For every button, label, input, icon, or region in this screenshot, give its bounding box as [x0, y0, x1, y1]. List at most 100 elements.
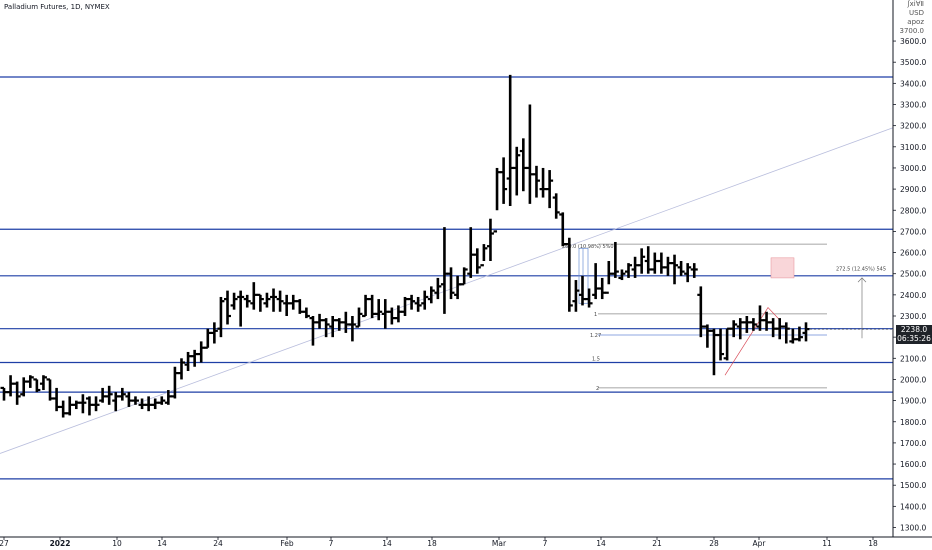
ohlc-bar [26, 375, 34, 388]
ohlc-bar [316, 313, 324, 329]
ohlc-bar [631, 256, 639, 278]
ohlc-bar [39, 375, 47, 391]
ohlc-bar [743, 316, 751, 333]
ohlc-bar [421, 290, 429, 310]
bar-countdown: 06:35:26 [897, 334, 931, 343]
ohlc-bar [611, 241, 619, 278]
ohlc-bar [506, 74, 514, 207]
ohlc-bar [118, 387, 126, 401]
ohlc-bar [283, 294, 291, 316]
ohlc-bar [237, 290, 245, 327]
time-tick-label: 18 [868, 539, 878, 548]
ohlc-bar [0, 386, 8, 401]
ohlc-bar [736, 318, 744, 340]
ohlc-bar [532, 165, 540, 198]
horizontal-levels [0, 76, 893, 480]
time-tick-label: 14 [596, 539, 606, 548]
price-tick-label: 2500.0 [900, 270, 926, 279]
ohlc-bar [546, 170, 554, 209]
ohlc-bar [559, 212, 567, 247]
time-tick-label: Feb [280, 539, 294, 548]
ohlc-bar [99, 387, 107, 403]
ohlc-bar [164, 390, 172, 405]
corner-line-2: USD [909, 9, 924, 17]
axis-corner-labels[interactable]: ʃxi∀Ⅱ USD apoz 3700.0 [900, 0, 925, 36]
ohlc-bar [289, 294, 297, 310]
ohlc-bar [7, 375, 15, 397]
ohlc-bar [112, 392, 120, 412]
ohlc-bar [592, 263, 600, 300]
ohlc-bar [309, 316, 317, 346]
ohlc-bar [730, 320, 738, 338]
ohlc-bar [250, 282, 258, 310]
ohlc-bar [33, 378, 41, 393]
ohlc-bar [263, 292, 271, 308]
ohlc-bar [625, 263, 633, 278]
ohlc-bar [243, 294, 251, 308]
ohlc-bar [92, 396, 100, 412]
ohlc-bar [256, 293, 264, 312]
price-tick-label: 2100.0 [900, 354, 926, 363]
price-tick-label: 1300.0 [900, 524, 926, 533]
price-tick-label: 3000.0 [900, 164, 926, 173]
ohlc-bar [723, 327, 731, 361]
price-tick-label: 3400.0 [900, 79, 926, 88]
ohlc-bar [171, 366, 179, 399]
corner-line-1: ʃxi∀Ⅱ [907, 0, 924, 8]
price-tick-label: 3500.0 [900, 58, 926, 67]
ohlc-bar [414, 296, 422, 312]
ohlc-bar [651, 252, 659, 274]
ohlc-bar [276, 290, 284, 312]
ohlc-bar [776, 318, 784, 340]
last-price-tag: 2238.0 06:35:26 [896, 325, 932, 344]
price-tick-label: 1500.0 [900, 481, 926, 490]
ohlc-bar [565, 237, 573, 312]
ohlc-bar [749, 318, 757, 331]
ohlc-bar [230, 292, 238, 310]
fib-label-15: 1.5 [592, 356, 600, 362]
ohlc-bar [177, 358, 185, 380]
ohlc-bar [348, 316, 356, 342]
ohlc-bar [362, 294, 370, 318]
ohlc-bar [20, 377, 28, 397]
ohlc-bar [184, 351, 192, 371]
price-tick-label: 3300.0 [900, 101, 926, 110]
ohlc-bar [46, 378, 54, 401]
ohlc-bar [703, 324, 711, 348]
ohlc-bar [79, 394, 87, 414]
price-tick-label: 2600.0 [900, 249, 926, 258]
time-axis: 27 2022 10 14 24 Feb 7 14 18 Mar 7 14 21 28 Apr 11 18 [0, 536, 932, 548]
ohlc-bar [697, 286, 705, 338]
ohlc-bar [467, 227, 475, 278]
ohlc-bar [151, 398, 159, 410]
price-tick-label: 1700.0 [900, 439, 926, 448]
ohlc-bar [329, 316, 337, 338]
ohlc-bar [368, 294, 376, 319]
ohlc-bar [66, 396, 74, 416]
ohlc-bar [664, 256, 672, 276]
ohlc-bar [158, 396, 166, 405]
ohlc-bar [690, 263, 698, 278]
ohlc-bar [131, 396, 139, 405]
ohlc-bar [769, 318, 777, 338]
ohlc-bar [578, 275, 586, 306]
last-price: 2238.0 [900, 325, 928, 334]
price-tick-label: 3100.0 [900, 143, 926, 152]
ohlc-bar [322, 318, 330, 338]
fib-label-127: 1.27 [590, 333, 601, 339]
ohlc-bar [138, 398, 146, 410]
ohlc-bar [224, 290, 232, 325]
price-tick-label: 1600.0 [900, 460, 926, 469]
ohlc-bar [85, 396, 93, 416]
ohlc-bar [59, 400, 67, 418]
fib-label-1: 1 [594, 312, 597, 318]
time-tick-label: 14 [382, 539, 392, 548]
corner-number: 3700.0 [899, 27, 925, 35]
ohlc-bar [684, 263, 692, 283]
price-tick-label: 2300.0 [900, 312, 926, 321]
ohlc-bar [375, 299, 383, 321]
ohlc-bar [519, 138, 527, 192]
price-tick-label: 2700.0 [900, 227, 926, 236]
ohlc-bar [513, 146, 521, 196]
